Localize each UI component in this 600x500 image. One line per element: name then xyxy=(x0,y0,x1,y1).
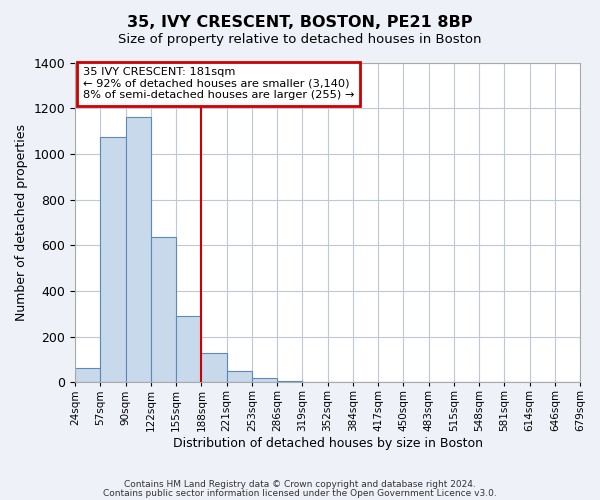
Text: 35, IVY CRESCENT, BOSTON, PE21 8BP: 35, IVY CRESCENT, BOSTON, PE21 8BP xyxy=(127,15,473,30)
Bar xyxy=(252,378,277,382)
Bar xyxy=(75,368,100,382)
X-axis label: Distribution of detached houses by size in Boston: Distribution of detached houses by size … xyxy=(173,437,482,450)
Bar xyxy=(202,352,227,382)
Bar xyxy=(151,236,176,382)
Bar xyxy=(277,380,302,382)
Text: Contains public sector information licensed under the Open Government Licence v3: Contains public sector information licen… xyxy=(103,488,497,498)
Text: 35 IVY CRESCENT: 181sqm
← 92% of detached houses are smaller (3,140)
8% of semi-: 35 IVY CRESCENT: 181sqm ← 92% of detache… xyxy=(83,68,354,100)
Text: Contains HM Land Registry data © Crown copyright and database right 2024.: Contains HM Land Registry data © Crown c… xyxy=(124,480,476,489)
Bar xyxy=(100,137,125,382)
Bar xyxy=(176,316,202,382)
Bar xyxy=(125,118,151,382)
Y-axis label: Number of detached properties: Number of detached properties xyxy=(15,124,28,321)
Bar xyxy=(227,372,252,382)
Text: Size of property relative to detached houses in Boston: Size of property relative to detached ho… xyxy=(118,32,482,46)
